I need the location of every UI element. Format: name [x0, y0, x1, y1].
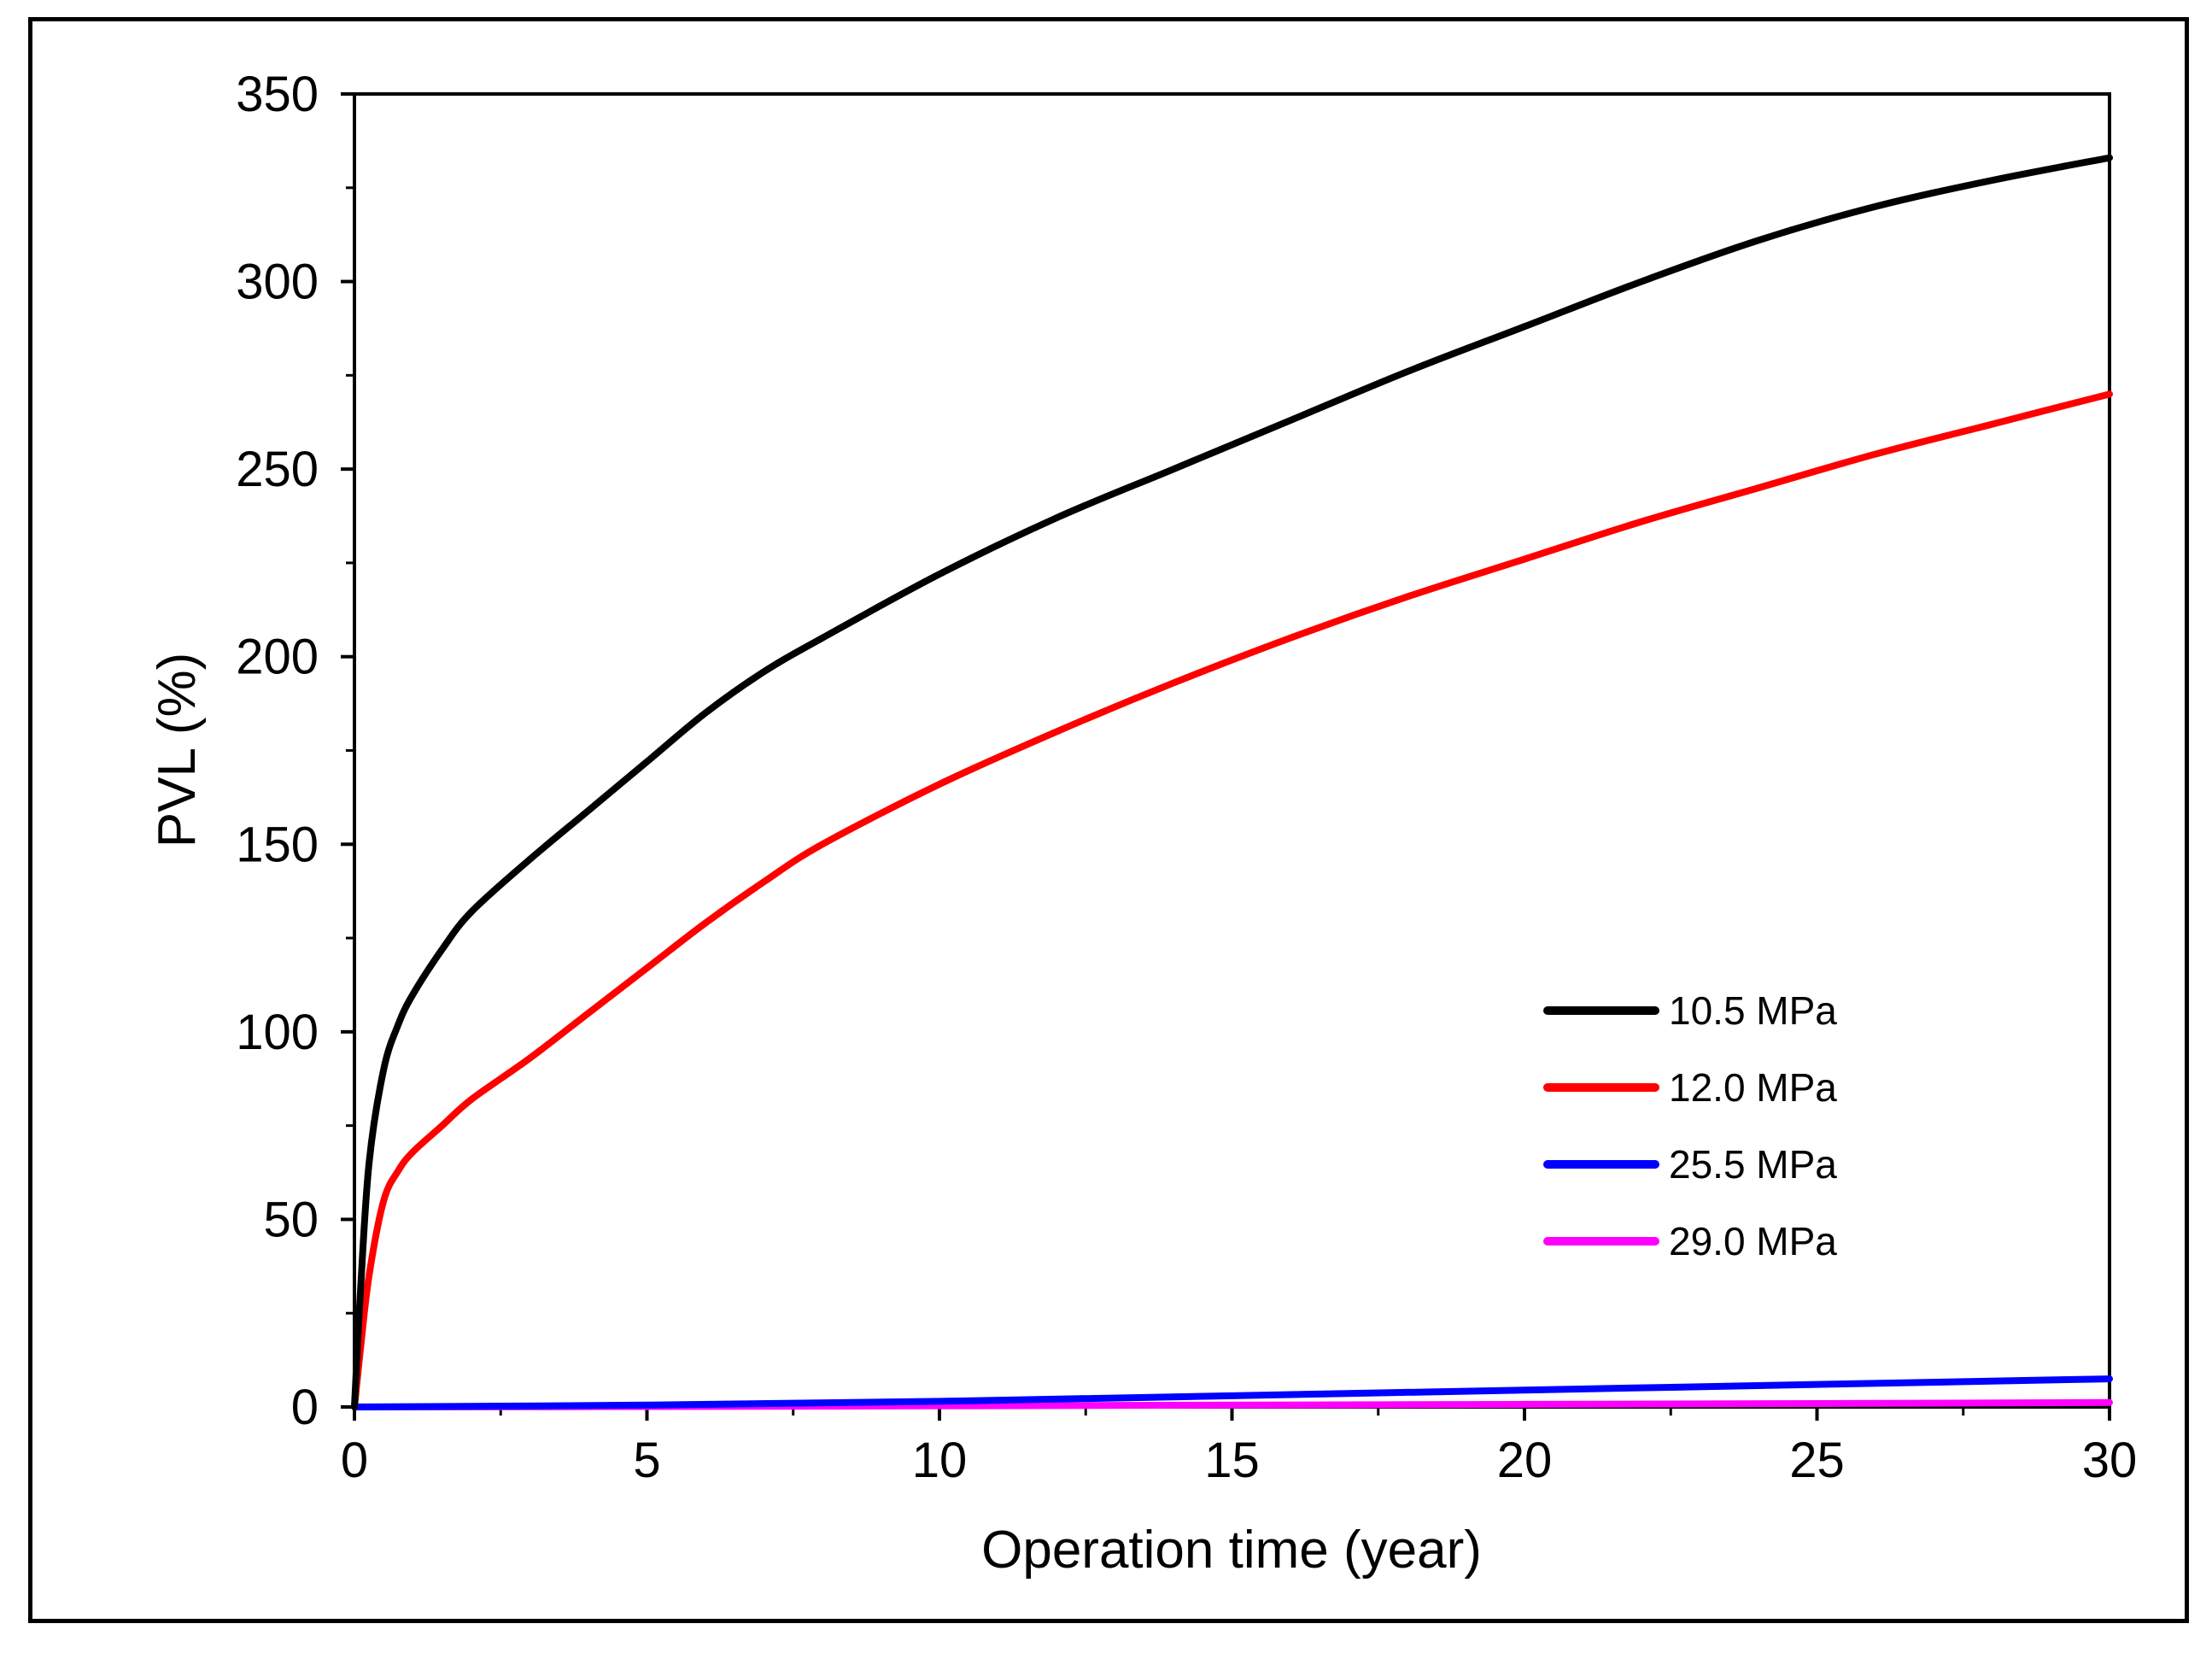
x-axis-title: Operation time (year) [981, 1521, 1482, 1580]
y-tick-label: 250 [236, 442, 319, 497]
x-tick-label: 25 [1789, 1433, 1845, 1488]
x-tick-label: 30 [2082, 1433, 2138, 1488]
y-axis: 0 50 100 150 200 250 300 350 [236, 67, 354, 1435]
series-line-12-0-mpa [351, 390, 2113, 1410]
plot-border [353, 92, 2111, 1409]
legend-label-12-0-mpa: 12.0 MPa [1669, 1065, 1837, 1110]
x-tick-label: 20 [1497, 1433, 1553, 1488]
y-tick-label: 200 [236, 630, 319, 685]
legend-label-25-5-mpa: 25.5 MPa [1669, 1142, 1837, 1187]
x-tick-label: 0 [341, 1433, 368, 1488]
series-line-10-5-mpa [351, 154, 2113, 1410]
y-axis-title: PVL (%) [148, 653, 207, 848]
legend-label-29-0-mpa: 29.0 MPa [1669, 1219, 1837, 1263]
series-line-25-5-mpa [351, 1375, 2113, 1410]
x-tick-label: 5 [633, 1433, 660, 1488]
y-tick-label: 150 [236, 817, 319, 872]
chart-frame [28, 17, 2189, 1623]
y-tick-label: 0 [291, 1380, 319, 1435]
series-lines [351, 154, 2113, 1410]
x-tick-label: 15 [1204, 1433, 1260, 1488]
legend: 10.5 MPa 12.0 MPa 25.5 MPa 29.0 MPa [1543, 988, 1837, 1263]
y-tick-label: 100 [236, 1005, 319, 1060]
y-tick-label: 50 [263, 1192, 319, 1247]
y-tick-label: 350 [236, 67, 319, 122]
y-tick-label: 300 [236, 255, 319, 310]
legend-label-10-5-mpa: 10.5 MPa [1669, 988, 1837, 1033]
x-tick-label: 10 [912, 1433, 968, 1488]
plot-area [353, 92, 2111, 1409]
x-axis: 0 5 10 15 20 25 30 [341, 1407, 2137, 1488]
